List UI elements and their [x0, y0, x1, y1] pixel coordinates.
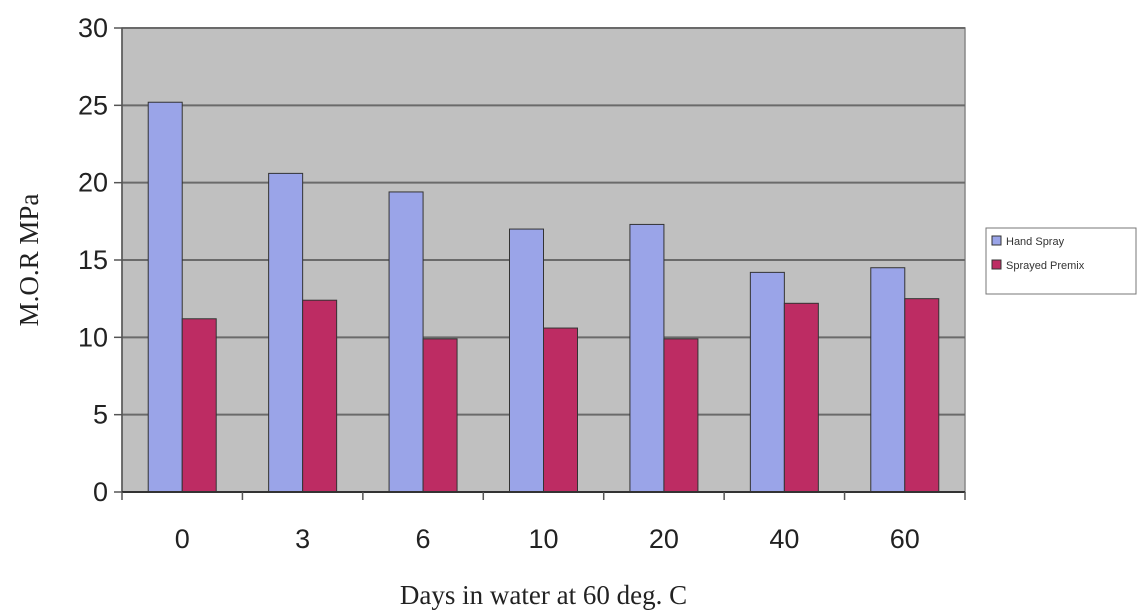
y-tick-label: 10 — [78, 322, 108, 352]
bar-hand-spray — [629, 223, 665, 493]
bar-sprayed-premix — [783, 302, 819, 493]
x-tick-label: 40 — [769, 524, 799, 554]
bar-hand-spray — [268, 172, 304, 493]
bar-hand-spray — [388, 191, 424, 493]
x-tick-label: 60 — [890, 524, 920, 554]
bars — [147, 101, 940, 493]
x-tick-label: 3 — [295, 524, 310, 554]
gridlines — [122, 27, 965, 416]
bar-sprayed-premix — [181, 318, 217, 493]
bar-hand-spray — [749, 271, 785, 493]
axes — [114, 27, 966, 500]
legend: Hand Spray Sprayed Premix — [985, 227, 1137, 295]
bar-hand-spray — [870, 267, 906, 493]
x-axis-title: Days in water at 60 deg. C — [400, 580, 687, 610]
bar-sprayed-premix — [663, 338, 699, 493]
legend-label: Sprayed Premix — [1006, 260, 1085, 272]
x-tick-label: 10 — [528, 524, 558, 554]
legend-swatch — [991, 259, 1002, 270]
tick-labels: 0 5 10 15 20 25 30 0 3 6 10 20 40 60 — [78, 13, 920, 554]
bar-sprayed-premix — [543, 327, 578, 493]
y-tick-label: 30 — [78, 13, 108, 43]
bar-sprayed-premix — [302, 299, 338, 493]
legend-label: Hand Spray — [1006, 236, 1065, 248]
bar-hand-spray — [509, 228, 544, 493]
legend-box — [985, 227, 1137, 295]
bar-sprayed-premix — [904, 298, 940, 493]
legend-swatch — [991, 235, 1002, 246]
x-tick-label: 20 — [649, 524, 679, 554]
bar-sprayed-premix — [422, 338, 458, 493]
y-tick-label: 25 — [78, 90, 108, 120]
bar-hand-spray — [147, 101, 183, 493]
y-axis-title: M.O.R MPa — [14, 194, 44, 327]
y-tick-label: 0 — [93, 477, 108, 507]
y-tick-label: 15 — [78, 245, 108, 275]
x-tick-label: 0 — [175, 524, 190, 554]
y-tick-label: 20 — [78, 168, 108, 198]
x-tick-label: 6 — [416, 524, 431, 554]
y-tick-label: 5 — [93, 400, 108, 430]
